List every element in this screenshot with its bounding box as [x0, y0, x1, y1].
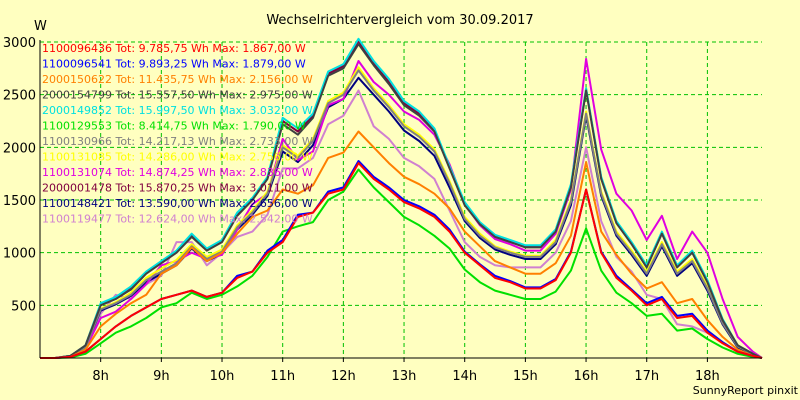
x-tick-label: 16h	[574, 369, 599, 384]
series-line-1100130966	[40, 69, 763, 359]
series-line-1100131074	[40, 57, 763, 359]
y-tick-label: 3000	[3, 36, 36, 51]
x-tick-label: 10h	[210, 369, 235, 384]
x-tick-label: 13h	[392, 369, 417, 384]
y-tick-label: 2500	[3, 89, 36, 104]
legend-entry-1100130966: 1100130966 Tot: 14.217,13 Wh Max: 2.733,…	[42, 135, 313, 148]
legend-entry-1100148421: 1100148421 Tot: 13.590,00 Wh Max: 2.656,…	[42, 197, 313, 210]
legend-entry-2000150622: 2000150622 Tot: 11.435,75 Wh Max: 2.156,…	[42, 73, 313, 86]
x-tick-label: 8h	[92, 369, 109, 384]
x-tick-label: 14h	[452, 369, 477, 384]
x-tick-label: 17h	[634, 369, 659, 384]
x-tick-label: 9h	[153, 369, 170, 384]
axes	[39, 40, 762, 362]
legend-entry-1100096436: 1100096436 Tot: 9.785,75 Wh Max: 1.867,0…	[42, 42, 306, 55]
tick-labels: 500 1000 1500 2000 2500 3000 8h 9h 10h 11h 12h 13h 1…	[3, 36, 720, 384]
series-line-1100129553	[40, 168, 763, 359]
legend-entry-1100096541: 1100096541 Tot: 9.893,25 Wh Max: 1.879,0…	[42, 58, 306, 71]
legend-entry-2000154799: 2000154799 Tot: 15.557,50 Wh Max: 2.975,…	[42, 89, 313, 102]
legend-entry-1100131085: 1100131085 Tot: 14.286,00 Wh Max: 2.756,…	[42, 151, 313, 164]
x-tick-label: 11h	[270, 369, 295, 384]
legend: 1100096436 Tot: 9.785,75 Wh Max: 1.867,0…	[42, 42, 313, 226]
legend-entry-1100119477: 1100119477 Tot: 12.624,00 Wh Max: 2.542,…	[42, 213, 313, 226]
legend-entry-1100129553: 1100129553 Tot: 8.414,75 Wh Max: 1.790,0…	[42, 120, 306, 133]
y-tick-label: 1500	[3, 194, 36, 209]
x-tick-label: 18h	[695, 369, 720, 384]
x-tick-label: 12h	[331, 369, 356, 384]
legend-entry-1100131074: 1100131074 Tot: 14.874,25 Wh Max: 2.836,…	[42, 166, 313, 179]
series-line-2000150622	[40, 130, 763, 359]
y-axis-label: W	[34, 19, 47, 34]
series-line-1100096436	[40, 162, 763, 359]
footer-credit: SunnyReport pinxit	[693, 384, 799, 397]
legend-entry-2000001478: 2000001478 Tot: 15.870,25 Wh Max: 3.011,…	[42, 182, 313, 195]
series-layer	[40, 37, 763, 359]
x-tick-label: 15h	[513, 369, 538, 384]
legend-entry-2000149852: 2000149852 Tot: 15.997,50 Wh Max: 3.032,…	[42, 104, 313, 117]
y-tick-label: 500	[11, 299, 36, 314]
series-line-1100119477	[40, 89, 763, 359]
series-line-2000154799	[40, 43, 763, 359]
y-tick-label: 1000	[3, 247, 36, 262]
chart-title: Wechselrichtervergleich vom 30.09.2017	[266, 13, 533, 28]
y-tick-label: 2000	[3, 141, 36, 156]
